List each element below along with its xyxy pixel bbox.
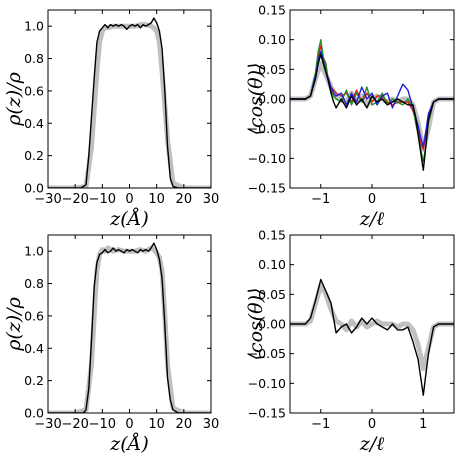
chart-panel-2: −1 0 1 −0.15 −0.10 −0.05 0.00 0.05 0.10 0.15 z/ℓ ⟨c… xyxy=(245,3,455,230)
x-tick-label: 0 xyxy=(368,417,376,432)
y-tick-label: 0.6 xyxy=(24,83,44,98)
y-tick-label: 0.0 xyxy=(24,406,44,421)
plot-frame xyxy=(47,234,212,414)
x-axis-label: z(Å) xyxy=(109,208,149,230)
chart-panel-3: −30 −20 −10 0 10 20 30 0.0 0.2 0.4 0.6 0.8 1.0 z(Å) ρ(… xyxy=(3,234,220,455)
plot-frame xyxy=(47,9,212,189)
y-tick-label: 1.0 xyxy=(24,244,44,259)
series-line-1 xyxy=(48,245,211,413)
y-tick-label: 0.05 xyxy=(258,287,286,302)
y-tick-label: 0.0 xyxy=(24,181,44,196)
y-tick-label: 0.6 xyxy=(24,308,44,323)
y-axis-label: ρ(z)/ρ xyxy=(3,71,25,126)
y-tick-label: −0.05 xyxy=(248,346,286,361)
x-tick-label: 1 xyxy=(419,417,427,432)
y-tick-label: 0.10 xyxy=(258,32,286,47)
y-tick-label: 0.15 xyxy=(258,228,286,243)
x-tick-label: 0 xyxy=(125,192,133,207)
y-tick-label: −0.10 xyxy=(248,151,286,166)
x-tick-label: −20 xyxy=(61,192,88,207)
y-tick-label: 0.2 xyxy=(24,148,44,163)
x-tick-label: 30 xyxy=(203,417,220,432)
y-tick-label: 0.05 xyxy=(258,62,286,77)
x-axis-label: z/ℓ xyxy=(359,208,384,230)
x-tick-label: 0 xyxy=(125,417,133,432)
series-line-2 xyxy=(48,17,211,188)
y-tick-label: 0.4 xyxy=(24,341,44,356)
y-tick-label: −0.05 xyxy=(248,121,286,136)
chart-panel-4: −1 0 1 −0.15 −0.10 −0.05 0.00 0.05 0.10 0.15 z/ℓ ⟨c… xyxy=(245,228,455,455)
x-tick-label: 20 xyxy=(176,192,193,207)
x-axis-label: z(Å) xyxy=(109,433,149,455)
x-tick-label: −30 xyxy=(34,417,61,432)
x-tick-label: 10 xyxy=(148,192,165,207)
x-tick-label: 20 xyxy=(176,417,193,432)
y-tick-label: −0.10 xyxy=(248,376,286,391)
x-tick-label: −1 xyxy=(311,417,330,432)
series-line-4 xyxy=(290,50,454,148)
series-line-1 xyxy=(290,282,454,371)
y-tick-label: −0.15 xyxy=(248,181,286,196)
y-axis-label: ⟨cos(θ)⟩ xyxy=(245,288,267,361)
x-tick-label: 0 xyxy=(368,192,376,207)
y-tick-label: 0.10 xyxy=(258,257,286,272)
series-line-2 xyxy=(290,278,454,396)
y-tick-label: 0.8 xyxy=(24,276,44,291)
y-tick-label: 0.15 xyxy=(258,3,286,18)
y-tick-label: 0.00 xyxy=(258,317,286,332)
y-tick-label: −0.15 xyxy=(248,406,286,421)
x-tick-label: 10 xyxy=(148,417,165,432)
series-line-5 xyxy=(290,53,454,171)
x-axis-label: z/ℓ xyxy=(359,433,384,455)
x-tick-label: −10 xyxy=(89,192,116,207)
x-tick-label: −20 xyxy=(61,417,88,432)
y-tick-label: 1.0 xyxy=(24,19,44,34)
x-tick-label: 1 xyxy=(419,192,427,207)
x-tick-label: 30 xyxy=(203,192,220,207)
series-line-2 xyxy=(48,242,211,413)
series-line-1 xyxy=(48,22,211,188)
y-tick-label: 0.4 xyxy=(24,116,44,131)
x-tick-label: −1 xyxy=(311,192,330,207)
x-tick-label: −30 xyxy=(34,192,61,207)
chart-panel-1: −30 −20 −10 0 10 20 30 0.0 0.2 0.4 0.6 0.8 1.0 z(Å) ρ(… xyxy=(3,9,220,230)
y-tick-label: 0.2 xyxy=(24,373,44,388)
y-axis-label: ⟨cos(θ)⟩ xyxy=(245,63,267,136)
y-tick-label: 0.00 xyxy=(258,92,286,107)
y-axis-label: ρ(z)/ρ xyxy=(3,296,25,351)
y-tick-label: 0.8 xyxy=(24,51,44,66)
x-tick-label: −10 xyxy=(89,417,116,432)
